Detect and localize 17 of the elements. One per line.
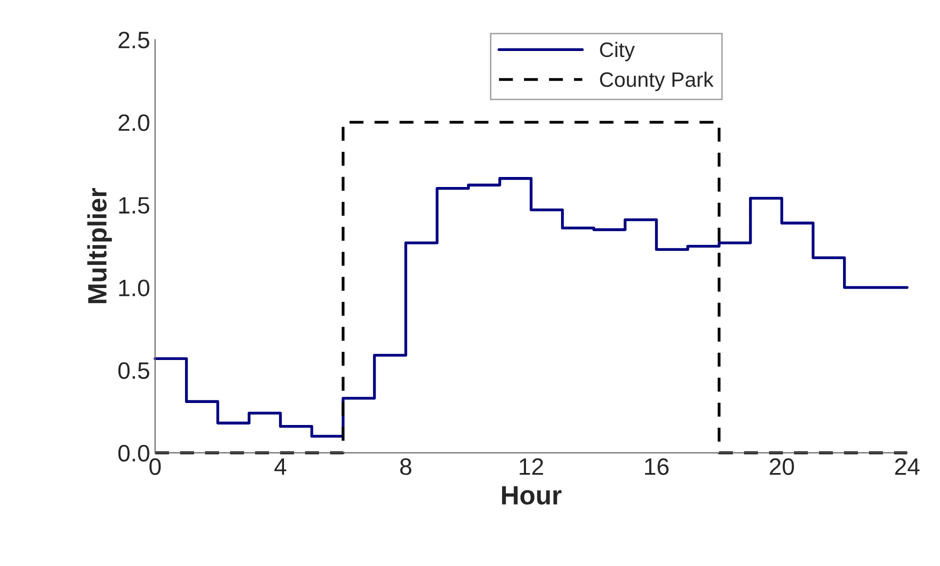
x-tick-label: 0	[149, 458, 161, 476]
y-axis-title: Multiplier	[87, 188, 112, 304]
x-tick-label: 24	[895, 458, 920, 475]
y-tick-label: 0.0	[118, 444, 150, 462]
y-tick-label: 1.5	[119, 197, 150, 214]
x-axis-title: Hour	[502, 486, 562, 505]
y-tick-label: 2.5	[118, 32, 150, 48]
x-tick-label: 12	[520, 458, 544, 475]
y-tick-label: 1.0	[119, 280, 150, 296]
x-tick-label: 4	[274, 458, 286, 475]
x-tick-label: 8	[400, 458, 412, 476]
x-tick-label: 20	[770, 458, 794, 476]
legend-label: City	[600, 42, 635, 62]
y-tick-label: 2.0	[118, 114, 150, 132]
legend-label: County Park	[600, 72, 714, 92]
y-tick-label: 0.5	[118, 362, 150, 379]
x-tick-label: 16	[645, 458, 669, 476]
